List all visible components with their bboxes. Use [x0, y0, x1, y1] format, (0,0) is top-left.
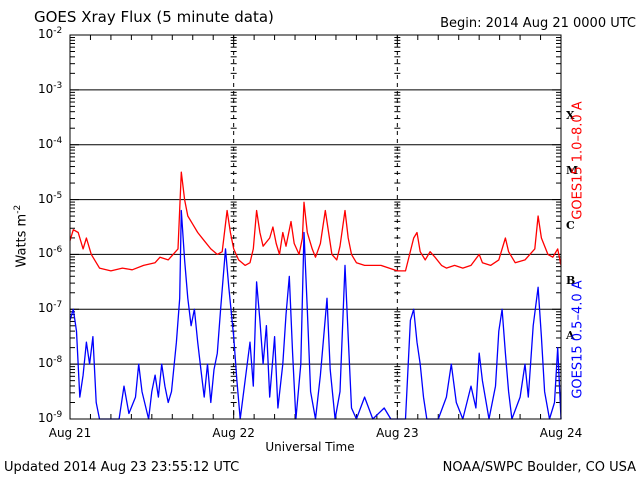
y-tick-label: 10-3	[38, 81, 62, 96]
series-line-2	[69, 209, 562, 420]
credit-text: NOAA/SWPC Boulder, CO USA	[442, 460, 636, 475]
y-axis-label: Watts m-2	[13, 205, 29, 268]
x-tick-label: Aug 22	[212, 426, 255, 440]
flare-class-label: B	[566, 273, 576, 287]
chart-title: GOES Xray Flux (5 minute data)	[34, 8, 274, 26]
y-tick-base: 10	[38, 191, 54, 206]
y-axis-label-exp: -2	[13, 204, 24, 214]
flare-class-label: A	[566, 328, 575, 342]
y-tick-label: 10-6	[38, 245, 62, 260]
y-tick-label: 10-8	[38, 355, 62, 370]
y-tick-base: 10	[38, 246, 54, 261]
y-tick-base: 10	[38, 356, 54, 371]
x-tick-label: Aug 23	[376, 426, 419, 440]
x-tick-label: Aug 24	[539, 426, 583, 440]
y-tick-exp: -3	[53, 80, 63, 91]
y-tick-base: 10	[38, 136, 54, 151]
begin-time: Begin: 2014 Aug 21 0000 UTC	[440, 16, 636, 31]
series-layer	[69, 171, 562, 420]
y-tick-exp: -6	[53, 245, 63, 256]
flare-class-label: X	[566, 109, 575, 123]
y-tick-exp: -5	[53, 190, 63, 201]
y-tick-exp: -7	[53, 300, 63, 311]
flare-class-label: C	[566, 219, 575, 232]
y-tick-exp: -4	[53, 135, 63, 146]
y-tick-label: 10-2	[38, 26, 62, 41]
y-axis-label-text: Watts m	[14, 213, 30, 268]
y-tick-base: 10	[38, 27, 54, 41]
updated-timestamp: Updated 2014 Aug 23 23:55:12 UTC	[4, 460, 240, 475]
y-tick-label: 10-7	[38, 300, 62, 315]
y-tick-label: 10-4	[38, 136, 62, 151]
y-tick-base: 10	[38, 301, 54, 316]
y-tick-base: 10	[38, 81, 54, 96]
x-tick-label: Aug 21	[48, 426, 92, 440]
y-tick-exp: -9	[53, 410, 63, 420]
y-tick-label: 10-5	[38, 191, 62, 206]
grid-lines	[70, 35, 561, 419]
y-tick-exp: -2	[53, 26, 63, 36]
y-tick-base: 10	[38, 411, 54, 425]
flare-class-label: M	[566, 164, 579, 178]
x-axis-label: Universal Time	[265, 440, 355, 454]
plot-frame	[69, 34, 562, 420]
legend-series-2: GOES15 0.5–4.0 A	[570, 280, 586, 399]
y-tick-label: 10-9	[38, 410, 62, 425]
legend-series-1: GOES15 1.0–8.0 A	[570, 101, 586, 220]
y-tick-exp: -8	[53, 355, 63, 366]
axis-ticks	[69, 34, 562, 420]
series-line-1	[69, 171, 562, 272]
